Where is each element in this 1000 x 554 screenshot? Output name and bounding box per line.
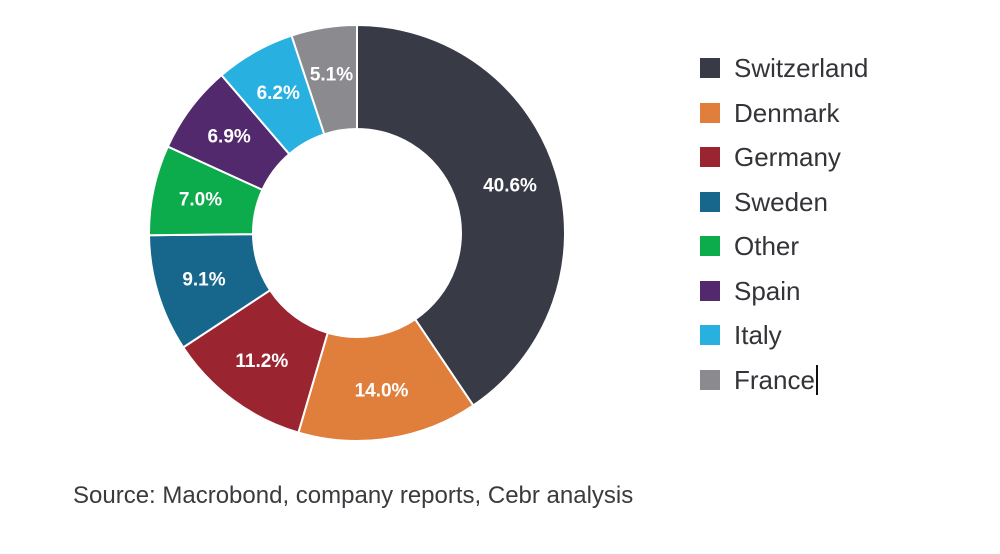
legend-swatch-france [700,369,720,390]
slice-label-france: 5.1% [310,65,353,86]
legend-label-sweden: Sweden [734,186,828,217]
legend-item-spain: Spain [700,269,868,314]
slice-label-sweden: 9.1% [182,269,225,290]
legend-label-italy: Italy [734,320,782,351]
slice-label-germany: 11.2% [235,351,288,372]
legend-swatch-other [700,236,720,257]
slice-label-other: 7.0% [179,189,222,210]
legend-swatch-denmark [700,102,720,123]
legend-swatch-sweden [700,191,720,212]
slice-denmark [297,317,475,442]
legend-swatch-switzerland [700,58,720,79]
legend-item-denmark: Denmark [700,91,868,136]
donut-slices [148,23,566,442]
legend-item-germany: Germany [700,135,868,180]
legend-item-italy: Italy [700,313,868,358]
legend-label-france: France [734,364,815,395]
legend-label-switzerland: Switzerland [734,53,869,84]
chart-legend: Switzerland Denmark Germany Sweden Other Spai… [700,46,868,402]
slice-france [290,23,358,136]
legend-item-switzerland: Switzerland [700,46,868,91]
legend-item-france: France [700,358,868,403]
legend-label-spain: Spain [734,275,801,306]
legend-swatch-germany [700,147,720,168]
donut-slice-labels: 40.6% 14.0% 11.2% 9.1% 7.0% 6.9% 6.2% 5.1% [179,65,537,402]
slice-label-spain: 6.9% [207,126,250,147]
legend-label-denmark: Denmark [734,97,840,128]
slice-switzerland [356,23,566,407]
legend-label-other: Other [734,231,800,262]
legend-item-other: Other [700,224,868,269]
slice-label-denmark: 14.0% [355,381,409,402]
legend-item-sweden: Sweden [700,180,868,225]
source-note: Source: Macrobond, company reports, Cebr… [73,482,634,509]
text-cursor-icon [815,364,818,395]
slice-label-switzerland: 40.6% [483,176,537,197]
legend-swatch-italy [700,325,720,346]
legend-swatch-spain [700,280,720,301]
slice-label-italy: 6.2% [257,83,300,104]
legend-label-germany: Germany [734,142,841,173]
